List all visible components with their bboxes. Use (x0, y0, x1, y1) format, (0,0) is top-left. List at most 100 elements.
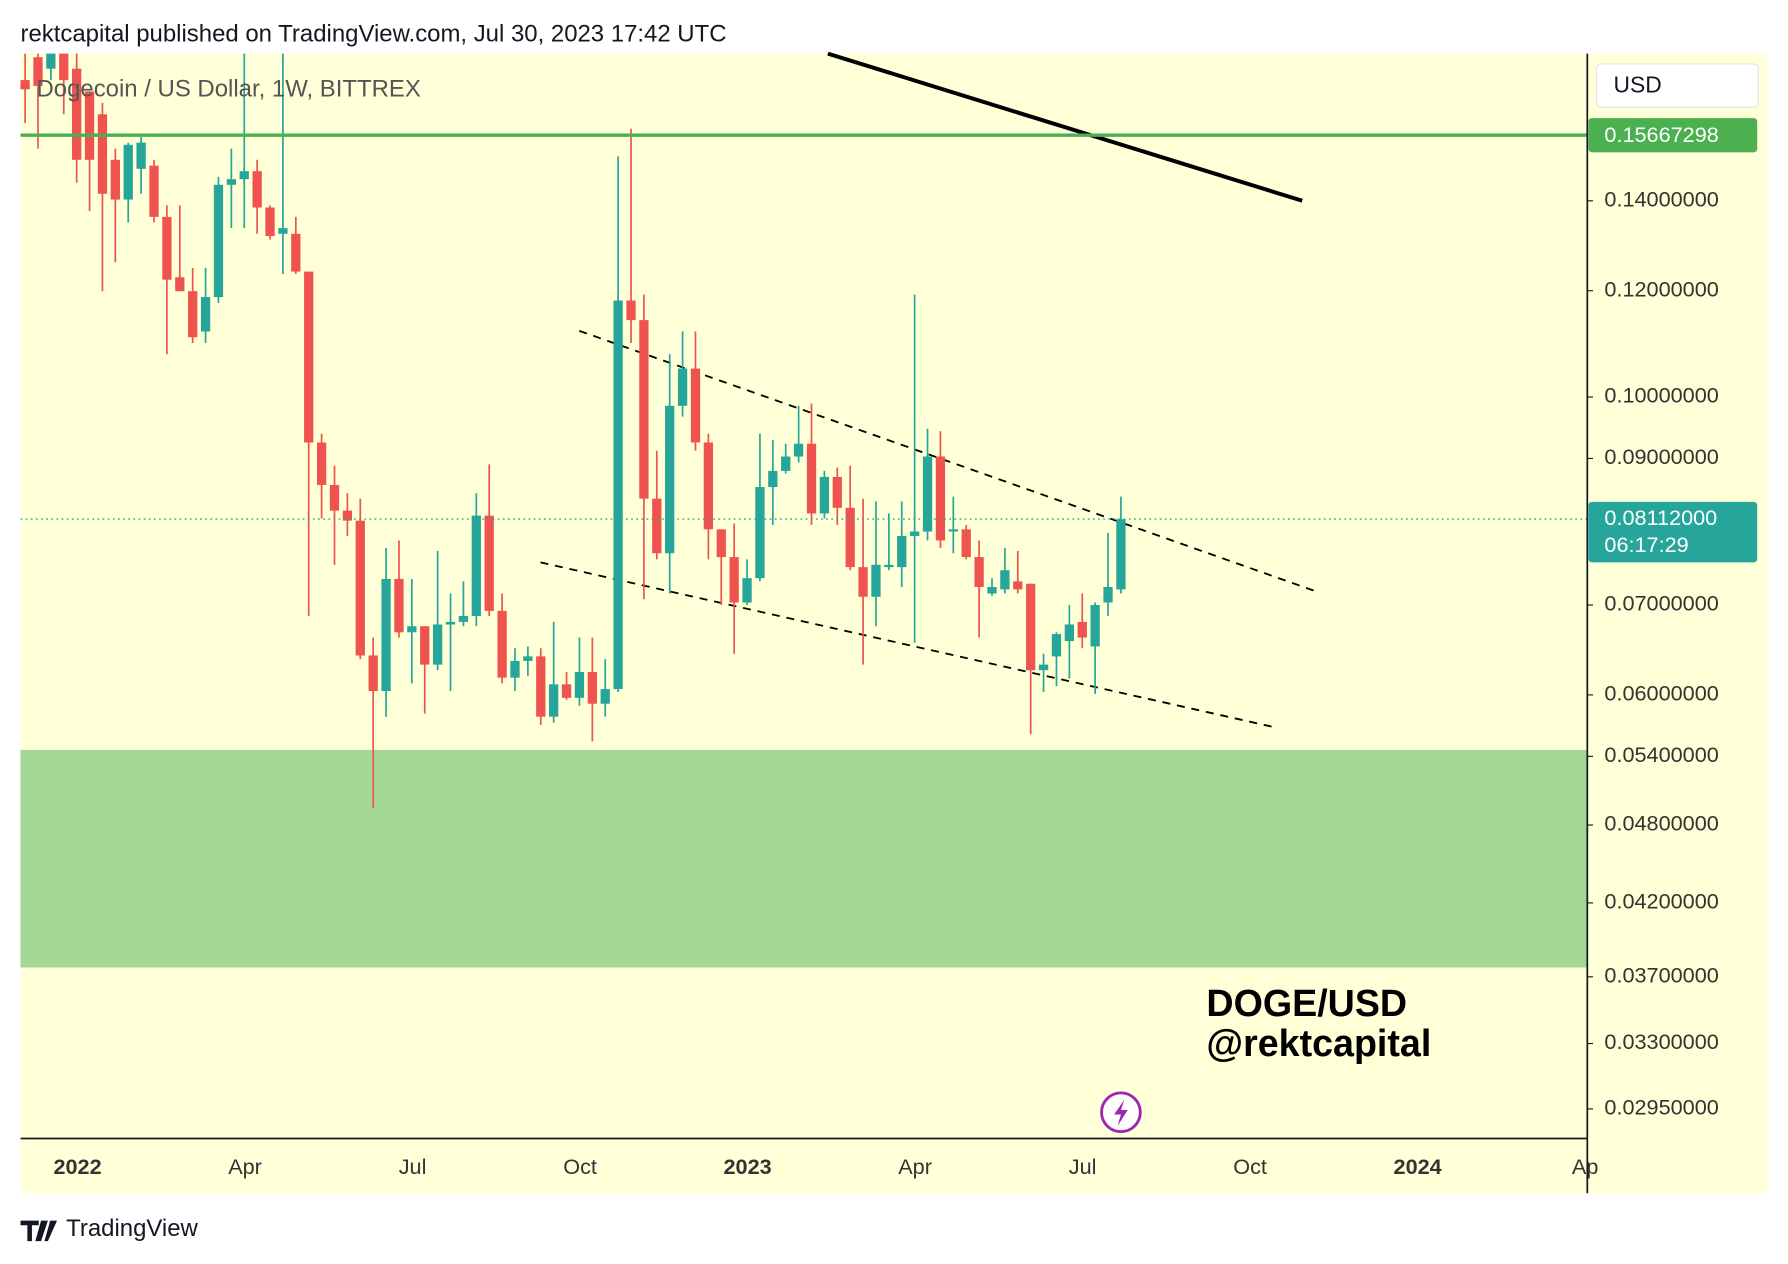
footer: TradingView (66, 1215, 198, 1242)
candle-body (149, 165, 159, 217)
candle-body (175, 277, 185, 292)
candle-body (832, 476, 842, 508)
candle-body (665, 405, 675, 554)
currency-box[interactable] (1595, 63, 1759, 108)
candle-body (1064, 624, 1074, 642)
candle-body (639, 320, 649, 499)
candle-body (768, 470, 778, 488)
x-tick-label: 2023 (723, 1154, 771, 1179)
candle-body (1000, 570, 1010, 590)
y-tick-label: 0.02950000 (1604, 1095, 1718, 1120)
last-price-badge (1588, 501, 1758, 563)
last-price-label: 0.08112000 (1604, 505, 1717, 530)
candle-body (420, 626, 430, 665)
candle-body (407, 626, 417, 633)
candle-body (858, 567, 868, 597)
candle-body (677, 368, 688, 406)
chart-background (20, 53, 1768, 1194)
candle-body (484, 515, 494, 611)
candle-body (871, 564, 881, 597)
candle-body (1116, 519, 1126, 590)
candle-body (600, 689, 610, 704)
candle-body (33, 57, 43, 86)
candle-body (458, 615, 469, 622)
candle-body (755, 487, 765, 579)
x-tick-label: 2024 (1394, 1154, 1442, 1179)
y-tick-label: 0.06000000 (1604, 681, 1718, 706)
candle-body (1051, 634, 1062, 657)
candle-body (329, 484, 340, 511)
symbol-title: Dogecoin / US Dollar, 1W, BITTREX (36, 75, 420, 102)
candle-body (162, 216, 172, 280)
candle-body (523, 656, 533, 661)
candle-body (574, 672, 585, 698)
candle-body (626, 300, 636, 321)
candle-body (110, 159, 120, 200)
candle-body (291, 233, 301, 272)
candle-body (806, 443, 817, 514)
candle-body (84, 91, 95, 160)
candle-body (510, 660, 520, 678)
candle-body (72, 68, 82, 160)
watermark: DOGE/USD (1206, 982, 1407, 1024)
candle-body (355, 520, 365, 656)
candle-body (20, 80, 30, 90)
x-tick-label: Oct (1233, 1154, 1267, 1179)
x-tick-label: Ap (1572, 1154, 1598, 1179)
candle-body (884, 564, 894, 568)
y-tick-label: 0.09000000 (1604, 444, 1718, 469)
candle-body (703, 442, 714, 530)
overlay: 0.14000000 0.12000000 0.10000000 0.09000000… (20, 118, 1758, 1179)
candle-body (381, 578, 391, 692)
candle-body (652, 498, 662, 554)
candle-body (974, 557, 984, 587)
candle-body (742, 578, 752, 603)
candle-body (123, 144, 133, 200)
candle-body (690, 368, 701, 443)
y-tick-label: 0.03300000 (1604, 1029, 1718, 1054)
candle-body (445, 621, 456, 625)
candle-body (935, 456, 946, 541)
candle-body (1090, 605, 1100, 647)
currency[interactable]: USD (1614, 72, 1662, 98)
tv-logo (20, 1220, 58, 1242)
candle-body (97, 114, 108, 194)
candle-body (729, 557, 739, 603)
candle-body (316, 442, 327, 485)
candle-body (536, 656, 546, 717)
trend-line (827, 51, 1303, 203)
y-tick-label: 0.07000000 (1604, 591, 1718, 616)
candle-body (1077, 621, 1087, 638)
candle-body (561, 684, 572, 698)
candle-body (432, 624, 443, 665)
y-tick-label: 0.14000000 (1604, 187, 1718, 212)
y-tick-label: 0.04800000 (1604, 811, 1718, 836)
y-tick-label: 0.05400000 (1604, 742, 1718, 767)
candle-body (278, 228, 288, 234)
candle-body (922, 456, 933, 532)
candle-body (910, 531, 920, 536)
candle-body (781, 456, 791, 471)
x-tick-label: Apr (898, 1154, 932, 1179)
y-tick-label: 0.03700000 (1604, 963, 1718, 988)
event-icon-bolt (1114, 1099, 1128, 1126)
candle-body (897, 535, 907, 568)
candle-body (1103, 586, 1113, 603)
candle-body (46, 53, 56, 69)
support-zone-group (20, 749, 1588, 968)
candle-body (265, 207, 275, 237)
candle-body (213, 184, 224, 298)
candle-body (987, 586, 997, 594)
candle-body (961, 529, 971, 558)
x-tick-label: Apr (228, 1154, 262, 1179)
candle-body (948, 529, 958, 532)
candle-body (793, 443, 804, 457)
candle-body (549, 684, 559, 717)
support-zone (20, 749, 1588, 968)
x-tick-label: Oct (563, 1154, 597, 1179)
candle-body (1038, 664, 1049, 671)
candle-body (394, 578, 404, 633)
candle-body (497, 610, 507, 678)
candle-body (587, 672, 597, 704)
